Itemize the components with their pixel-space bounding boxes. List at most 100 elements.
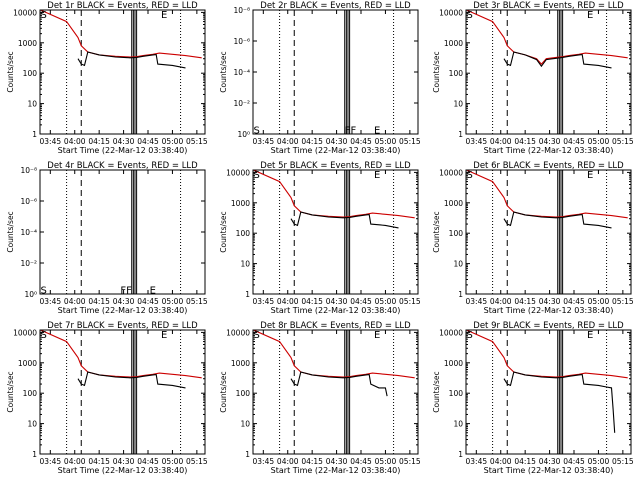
x-tick-label: 04:45 [137, 457, 159, 466]
x-tick-label: 03:45 [40, 457, 62, 466]
y-tick-label: 10⁻⁶ [20, 197, 37, 206]
panel-title: Det 7r BLACK = Events, RED = LLD [47, 321, 198, 331]
panel-title: Det 3r BLACK = Events, RED = LLD [473, 1, 624, 11]
x-tick-label: 05:00 [588, 297, 610, 306]
x-tick-label: 04:30 [113, 297, 135, 306]
event-marker-label: FF [120, 285, 132, 296]
x-tick-label: 04:00 [64, 137, 86, 146]
x-tick-label: 03:45 [40, 297, 62, 306]
y-tick-label: 1 [245, 290, 250, 299]
x-tick-label: 04:45 [350, 297, 372, 306]
y-tick-label: 100 [23, 69, 38, 78]
y-tick-label: 10⁻⁸ [233, 6, 250, 15]
y-tick-label: 10000 [226, 328, 250, 337]
event-marker-label: E [374, 170, 380, 181]
y-tick-label: 1 [32, 130, 37, 139]
y-tick-label: 1000 [444, 39, 463, 48]
x-tick-label: 05:15 [399, 457, 421, 466]
x-tick-label: 03:45 [466, 297, 488, 306]
y-tick-label: 10000 [226, 168, 250, 177]
event-marker-label: FF [345, 125, 357, 136]
x-tick-label: 04:30 [113, 457, 135, 466]
detector-panel: Det 4r BLACK = Events, RED = LLD 10⁰ 10⁻² 1… [6, 161, 208, 315]
x-tick-label: 04:45 [563, 297, 585, 306]
panel-title: Det 4r BLACK = Events, RED = LLD [47, 161, 198, 171]
x-tick-label: 04:45 [137, 137, 159, 146]
plot-frame [465, 9, 632, 135]
panel-title: Det 2r BLACK = Events, RED = LLD [260, 1, 411, 11]
event-marker-label: E [161, 330, 167, 341]
x-tick-label: 05:00 [162, 137, 184, 146]
x-tick-label: 04:00 [490, 457, 512, 466]
y-axis-label: Counts/sec [6, 51, 15, 92]
detector-panel: Det 7r BLACK = Events, RED = LLD 1 10 100 10… [6, 321, 208, 475]
x-tick-label: 05:00 [375, 137, 397, 146]
lld-series-line [40, 9, 202, 59]
lld-series-line [253, 169, 415, 219]
x-tick-label: 04:15 [514, 297, 536, 306]
x-axis-label: Start Time (22-Mar-12 03:38:40) [271, 306, 401, 315]
lld-series-line [253, 329, 415, 379]
x-tick-label: 04:30 [539, 137, 561, 146]
y-tick-label: 10 [240, 260, 250, 269]
y-tick-label: 1000 [18, 359, 37, 368]
event-marker-label: E [374, 125, 380, 136]
events-series-line [290, 211, 399, 229]
x-tick-label: 04:15 [88, 457, 110, 466]
panel-title: Det 1r BLACK = Events, RED = LLD [47, 1, 198, 11]
y-tick-label: 10 [240, 420, 250, 429]
lld-series-line [466, 169, 628, 219]
x-tick-label: 05:15 [186, 457, 208, 466]
y-tick-label: 1000 [231, 359, 250, 368]
event-marker-label: S [467, 170, 473, 181]
x-tick-label: 05:15 [186, 137, 208, 146]
plot-frame [39, 329, 206, 455]
panel-title: Det 8r BLACK = Events, RED = LLD [260, 321, 411, 331]
y-axis-label: Counts/sec [432, 51, 441, 92]
x-tick-label: 03:45 [40, 137, 62, 146]
event-marker-label: S [41, 330, 47, 341]
plot-frame [465, 169, 632, 295]
detector-panel: Det 1r BLACK = Events, RED = LLD 1 10 100 10… [6, 1, 208, 155]
event-marker-label: S [41, 285, 47, 296]
detector-panel: Det 6r BLACK = Events, RED = LLD 1 10 100 10… [432, 161, 634, 315]
y-tick-label: 1 [32, 450, 37, 459]
x-axis-label: Start Time (22-Mar-12 03:38:40) [58, 466, 188, 475]
x-tick-label: 04:15 [301, 457, 323, 466]
x-axis-label: Start Time (22-Mar-12 03:38:40) [58, 146, 188, 155]
event-marker-label: S [467, 330, 473, 341]
events-series-line [503, 211, 612, 229]
y-axis-label: Counts/sec [219, 51, 228, 92]
event-marker-label: E [587, 330, 593, 341]
lld-series-line [466, 329, 628, 379]
event-marker-label: S [254, 170, 260, 181]
y-tick-label: 100 [236, 229, 251, 238]
y-axis-label: Counts/sec [6, 211, 15, 252]
y-tick-label: 1000 [444, 359, 463, 368]
x-tick-label: 04:15 [301, 297, 323, 306]
y-tick-label: 10⁻⁴ [233, 68, 250, 77]
event-marker-label: S [254, 330, 260, 341]
panel-title: Det 9r BLACK = Events, RED = LLD [473, 321, 624, 331]
y-tick-label: 1 [458, 130, 463, 139]
x-axis-label: Start Time (22-Mar-12 03:38:40) [58, 306, 188, 315]
event-marker-label: E [161, 10, 167, 21]
y-tick-label: 10 [453, 420, 463, 429]
panel-title: Det 6r BLACK = Events, RED = LLD [473, 161, 624, 171]
event-marker-label: E [150, 285, 156, 296]
plot-frame [252, 329, 419, 455]
detector-panel: Det 3r BLACK = Events, RED = LLD 1 10 100 10… [432, 1, 634, 155]
x-tick-label: 04:45 [350, 137, 372, 146]
x-tick-label: 04:15 [88, 297, 110, 306]
x-tick-label: 04:30 [113, 137, 135, 146]
events-series-line [290, 371, 388, 397]
detector-panel: Det 5r BLACK = Events, RED = LLD 1 10 100 10… [219, 161, 421, 315]
x-tick-label: 04:15 [514, 137, 536, 146]
lld-series-line [40, 329, 202, 379]
x-tick-label: 04:30 [326, 137, 348, 146]
y-tick-label: 1 [458, 290, 463, 299]
x-tick-label: 05:15 [399, 137, 421, 146]
y-tick-label: 10 [27, 100, 37, 109]
x-tick-label: 05:00 [162, 297, 184, 306]
